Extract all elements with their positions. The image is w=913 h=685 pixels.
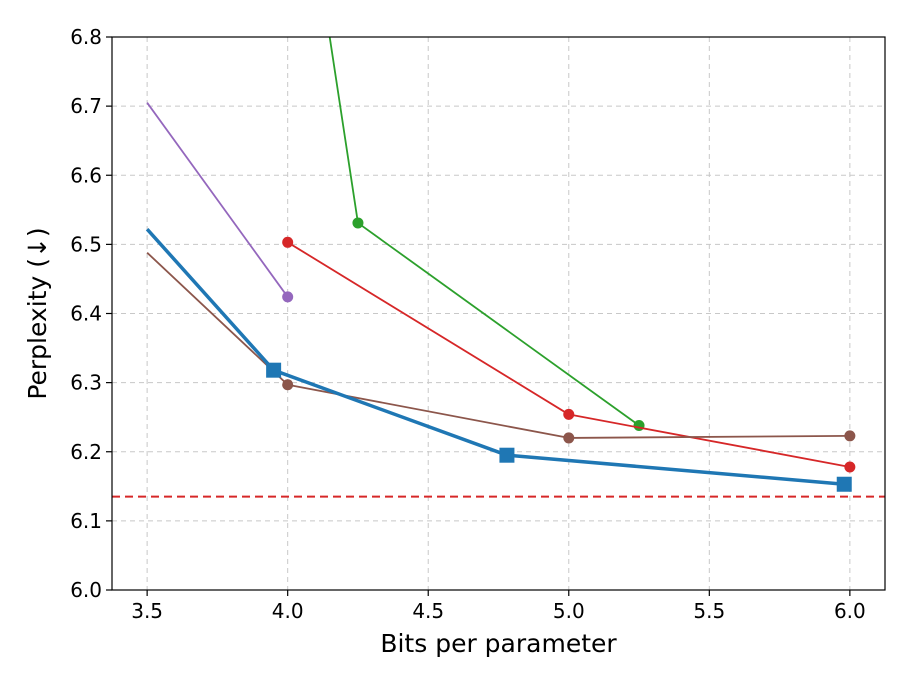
data-point bbox=[633, 419, 645, 431]
x-tick-label: 4.5 bbox=[412, 599, 444, 623]
x-tick-label: 5.0 bbox=[553, 599, 585, 623]
y-tick-label: 6.3 bbox=[70, 371, 102, 395]
data-point bbox=[844, 430, 856, 442]
data-point bbox=[844, 461, 856, 473]
series-line-0 bbox=[146, 102, 289, 298]
x-tick-label: 6.0 bbox=[834, 599, 866, 623]
x-tick-label: 3.5 bbox=[131, 599, 163, 623]
y-tick-label: 6.0 bbox=[70, 578, 102, 602]
y-tick-label: 6.1 bbox=[70, 509, 102, 533]
data-point bbox=[282, 236, 294, 248]
x-axis-label: Bits per parameter bbox=[380, 629, 617, 658]
y-tick-label: 6.6 bbox=[70, 163, 102, 187]
x-tick-label: 4.0 bbox=[272, 599, 304, 623]
data-point bbox=[266, 362, 282, 378]
data-point bbox=[499, 447, 515, 463]
data-point bbox=[282, 379, 294, 391]
y-tick-label: 6.8 bbox=[70, 25, 102, 49]
y-tick-label: 6.7 bbox=[70, 94, 102, 118]
data-point bbox=[563, 408, 575, 420]
y-tick-label: 6.4 bbox=[70, 302, 102, 326]
data-point bbox=[836, 476, 852, 492]
y-tick-label: 6.2 bbox=[70, 440, 102, 464]
data-point bbox=[282, 291, 294, 303]
x-tick-label: 5.5 bbox=[693, 599, 725, 623]
series-line-3 bbox=[146, 252, 850, 439]
data-point bbox=[352, 217, 364, 229]
y-axis-label: Perplexity (↓) bbox=[23, 227, 52, 399]
y-tick-label: 6.5 bbox=[70, 232, 102, 256]
series-line-4 bbox=[145, 227, 845, 486]
series-group bbox=[145, 37, 856, 492]
grid bbox=[112, 37, 885, 590]
data-point bbox=[563, 432, 575, 444]
ticks: 3.5 4.0 4.5 5.0 5.5 6.0 6.0 6.1 6.2 6.3 6.4 6.5 6.6 6… bbox=[70, 25, 866, 623]
